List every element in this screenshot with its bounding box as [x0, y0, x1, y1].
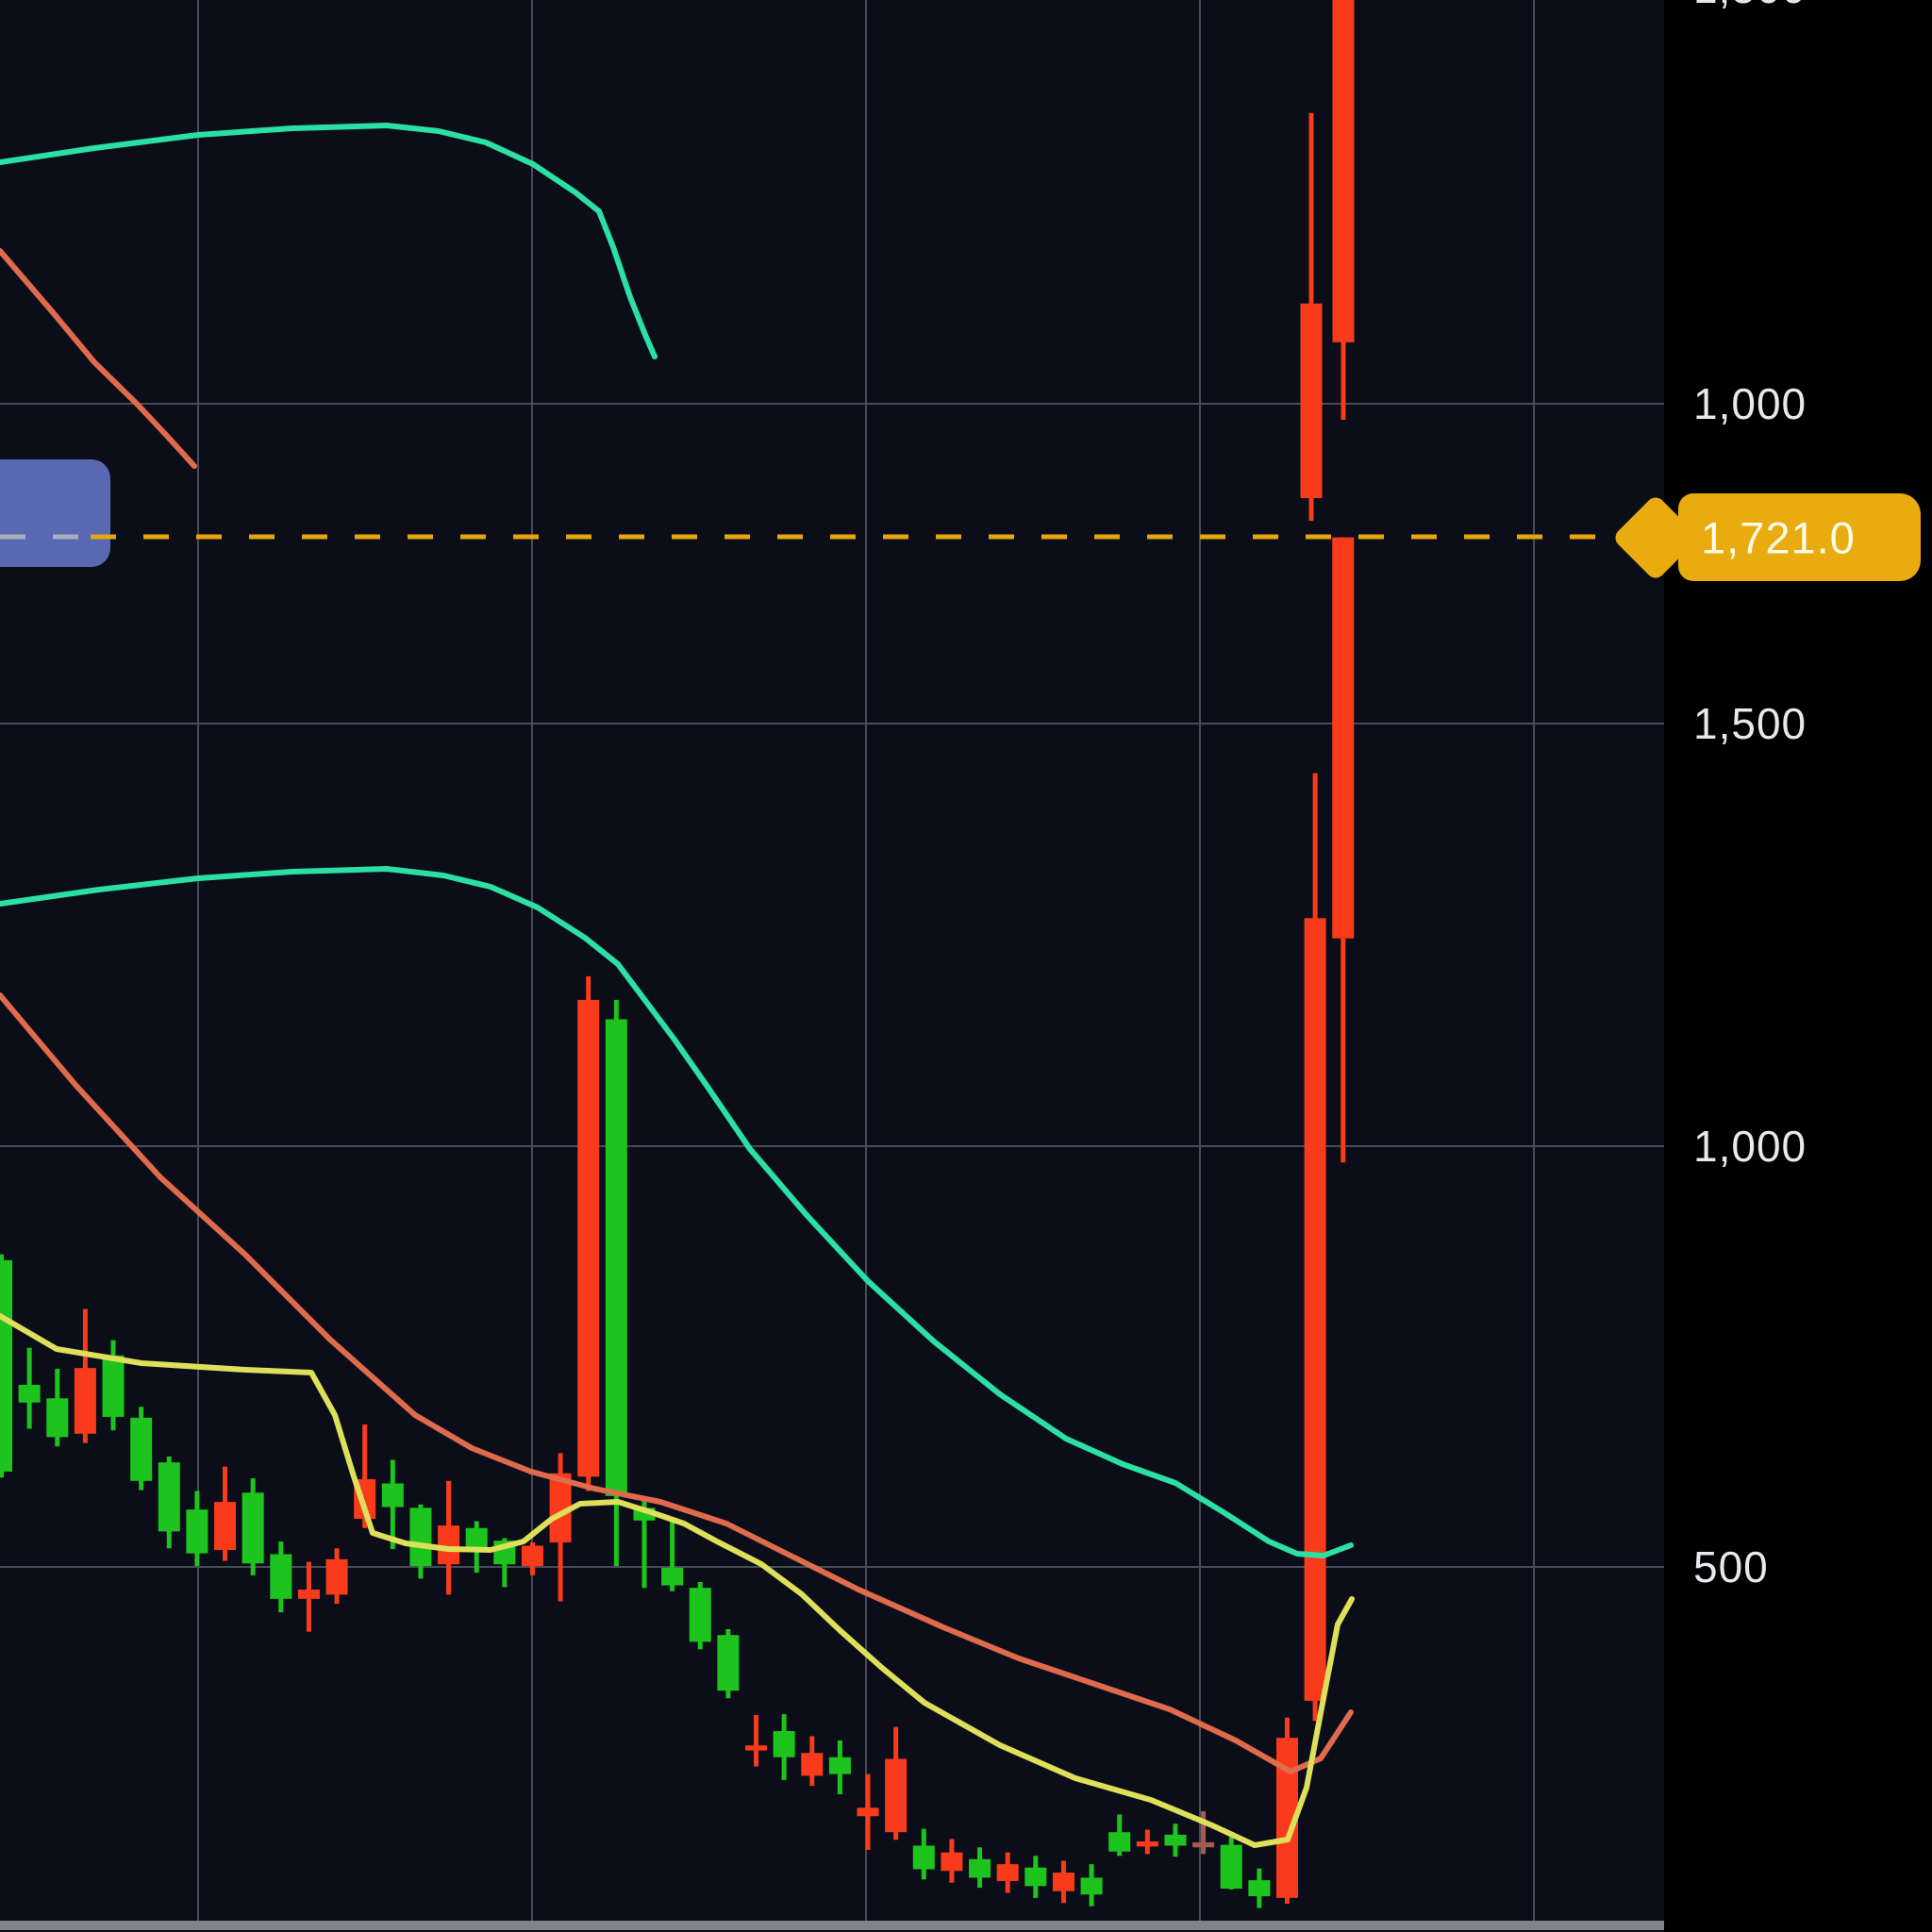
candle-body — [969, 1858, 991, 1878]
candle-body — [1300, 303, 1323, 499]
y-axis-label: 500 — [1693, 1542, 1769, 1591]
candle-body — [996, 1864, 1019, 1881]
candle-body — [577, 999, 600, 1477]
candle-body — [1108, 1832, 1131, 1852]
price-tag-body — [1678, 493, 1921, 581]
candle-body — [549, 1473, 572, 1542]
candle-body — [46, 1398, 69, 1438]
candle-body — [745, 1745, 768, 1751]
candle-body — [158, 1462, 180, 1532]
candle-body — [1275, 1738, 1298, 1898]
candle-body — [941, 1852, 963, 1872]
candle-body — [270, 1554, 292, 1599]
y-axis-label: 1,000 — [1693, 1122, 1807, 1171]
candle-body — [912, 1845, 935, 1870]
ma-orange-bottom — [0, 992, 1354, 1774]
candle-body — [0, 1259, 12, 1472]
candle-body — [130, 1417, 153, 1481]
candle-body — [828, 1757, 851, 1774]
ma-orange-top — [0, 248, 197, 469]
candle-body — [325, 1558, 348, 1595]
candle-body — [465, 1527, 488, 1551]
ma-teal-top — [0, 123, 658, 359]
candle-body — [885, 1758, 908, 1833]
price-tag-text: 1,721.0 — [1701, 512, 1856, 562]
candle-body — [773, 1731, 795, 1757]
price-tag: 1,721.0 — [1611, 492, 1921, 582]
candle-body — [1332, 537, 1355, 939]
candle-body — [381, 1483, 404, 1507]
candle-body — [717, 1635, 740, 1691]
candle-body — [1192, 1841, 1215, 1848]
candle-body — [242, 1492, 264, 1564]
candle-body — [1136, 1841, 1158, 1847]
plot-background — [0, 0, 1664, 1932]
candle-body — [1304, 918, 1326, 1701]
ma-yellow-bottom — [0, 1313, 1355, 1848]
candle-body — [801, 1753, 824, 1776]
price-axis[interactable]: 1,500 1,000 1,500 1,000 500 — [1664, 0, 1932, 1932]
candle-body — [186, 1509, 208, 1554]
candle-body — [661, 1567, 684, 1586]
candle-body — [1164, 1834, 1187, 1846]
candle-body — [74, 1368, 96, 1434]
candle-body — [1024, 1867, 1047, 1887]
candle-body — [857, 1807, 879, 1817]
candle-body — [438, 1525, 460, 1565]
y-axis-label: 1,500 — [1693, 0, 1807, 13]
candle-body — [605, 1019, 627, 1496]
candle-body — [102, 1355, 125, 1417]
candle-body — [521, 1545, 543, 1566]
position-pill[interactable] — [0, 459, 110, 567]
candle-body — [1052, 1873, 1074, 1891]
candle-body — [1220, 1844, 1242, 1890]
ma-teal-bottom — [0, 866, 1354, 1558]
candle-body — [689, 1588, 711, 1642]
candle-body — [1248, 1880, 1271, 1897]
candle-body — [409, 1507, 432, 1566]
y-axis-label: 1,500 — [1693, 699, 1807, 748]
y-axis-label: 1,000 — [1693, 379, 1807, 428]
candle-body — [297, 1590, 320, 1599]
candle-body — [1080, 1877, 1103, 1895]
candle-body — [1332, 0, 1355, 342]
candle-body — [18, 1385, 41, 1403]
candle-body — [214, 1502, 237, 1551]
bottom-scrollbar[interactable] — [0, 1921, 1664, 1930]
